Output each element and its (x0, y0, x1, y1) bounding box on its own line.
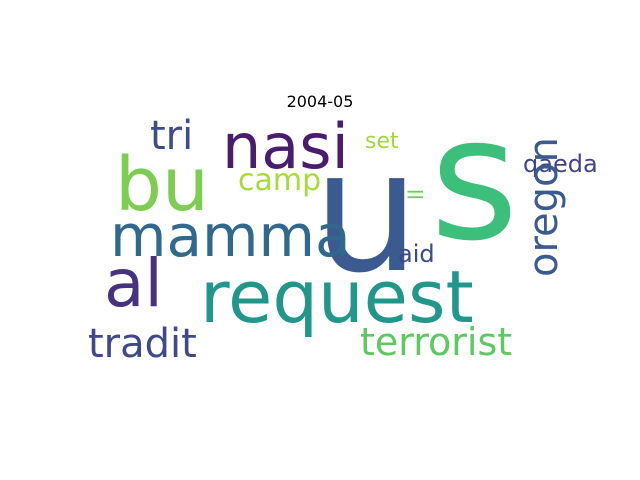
word-s: s (430, 81, 519, 279)
word-tradit: tradit (88, 321, 197, 367)
word-aid: qaeda (523, 150, 598, 178)
word-nasi: nasi (222, 110, 349, 183)
word-tri: tri (150, 113, 193, 159)
word-ll: ll (404, 189, 428, 200)
word-qaeda: set (365, 129, 399, 154)
word-bu: bu (115, 142, 209, 228)
word-request: request (200, 255, 474, 339)
word-terrorist: terrorist (360, 320, 512, 364)
word-set: oregon (521, 137, 567, 277)
word-mamma: mamma (110, 202, 351, 270)
word-oregon: aid (398, 240, 435, 268)
word-u: u (313, 114, 419, 310)
chart-title: 2004-05 (286, 92, 354, 111)
word-al: al (104, 245, 163, 322)
word-camp: camp (238, 163, 321, 198)
